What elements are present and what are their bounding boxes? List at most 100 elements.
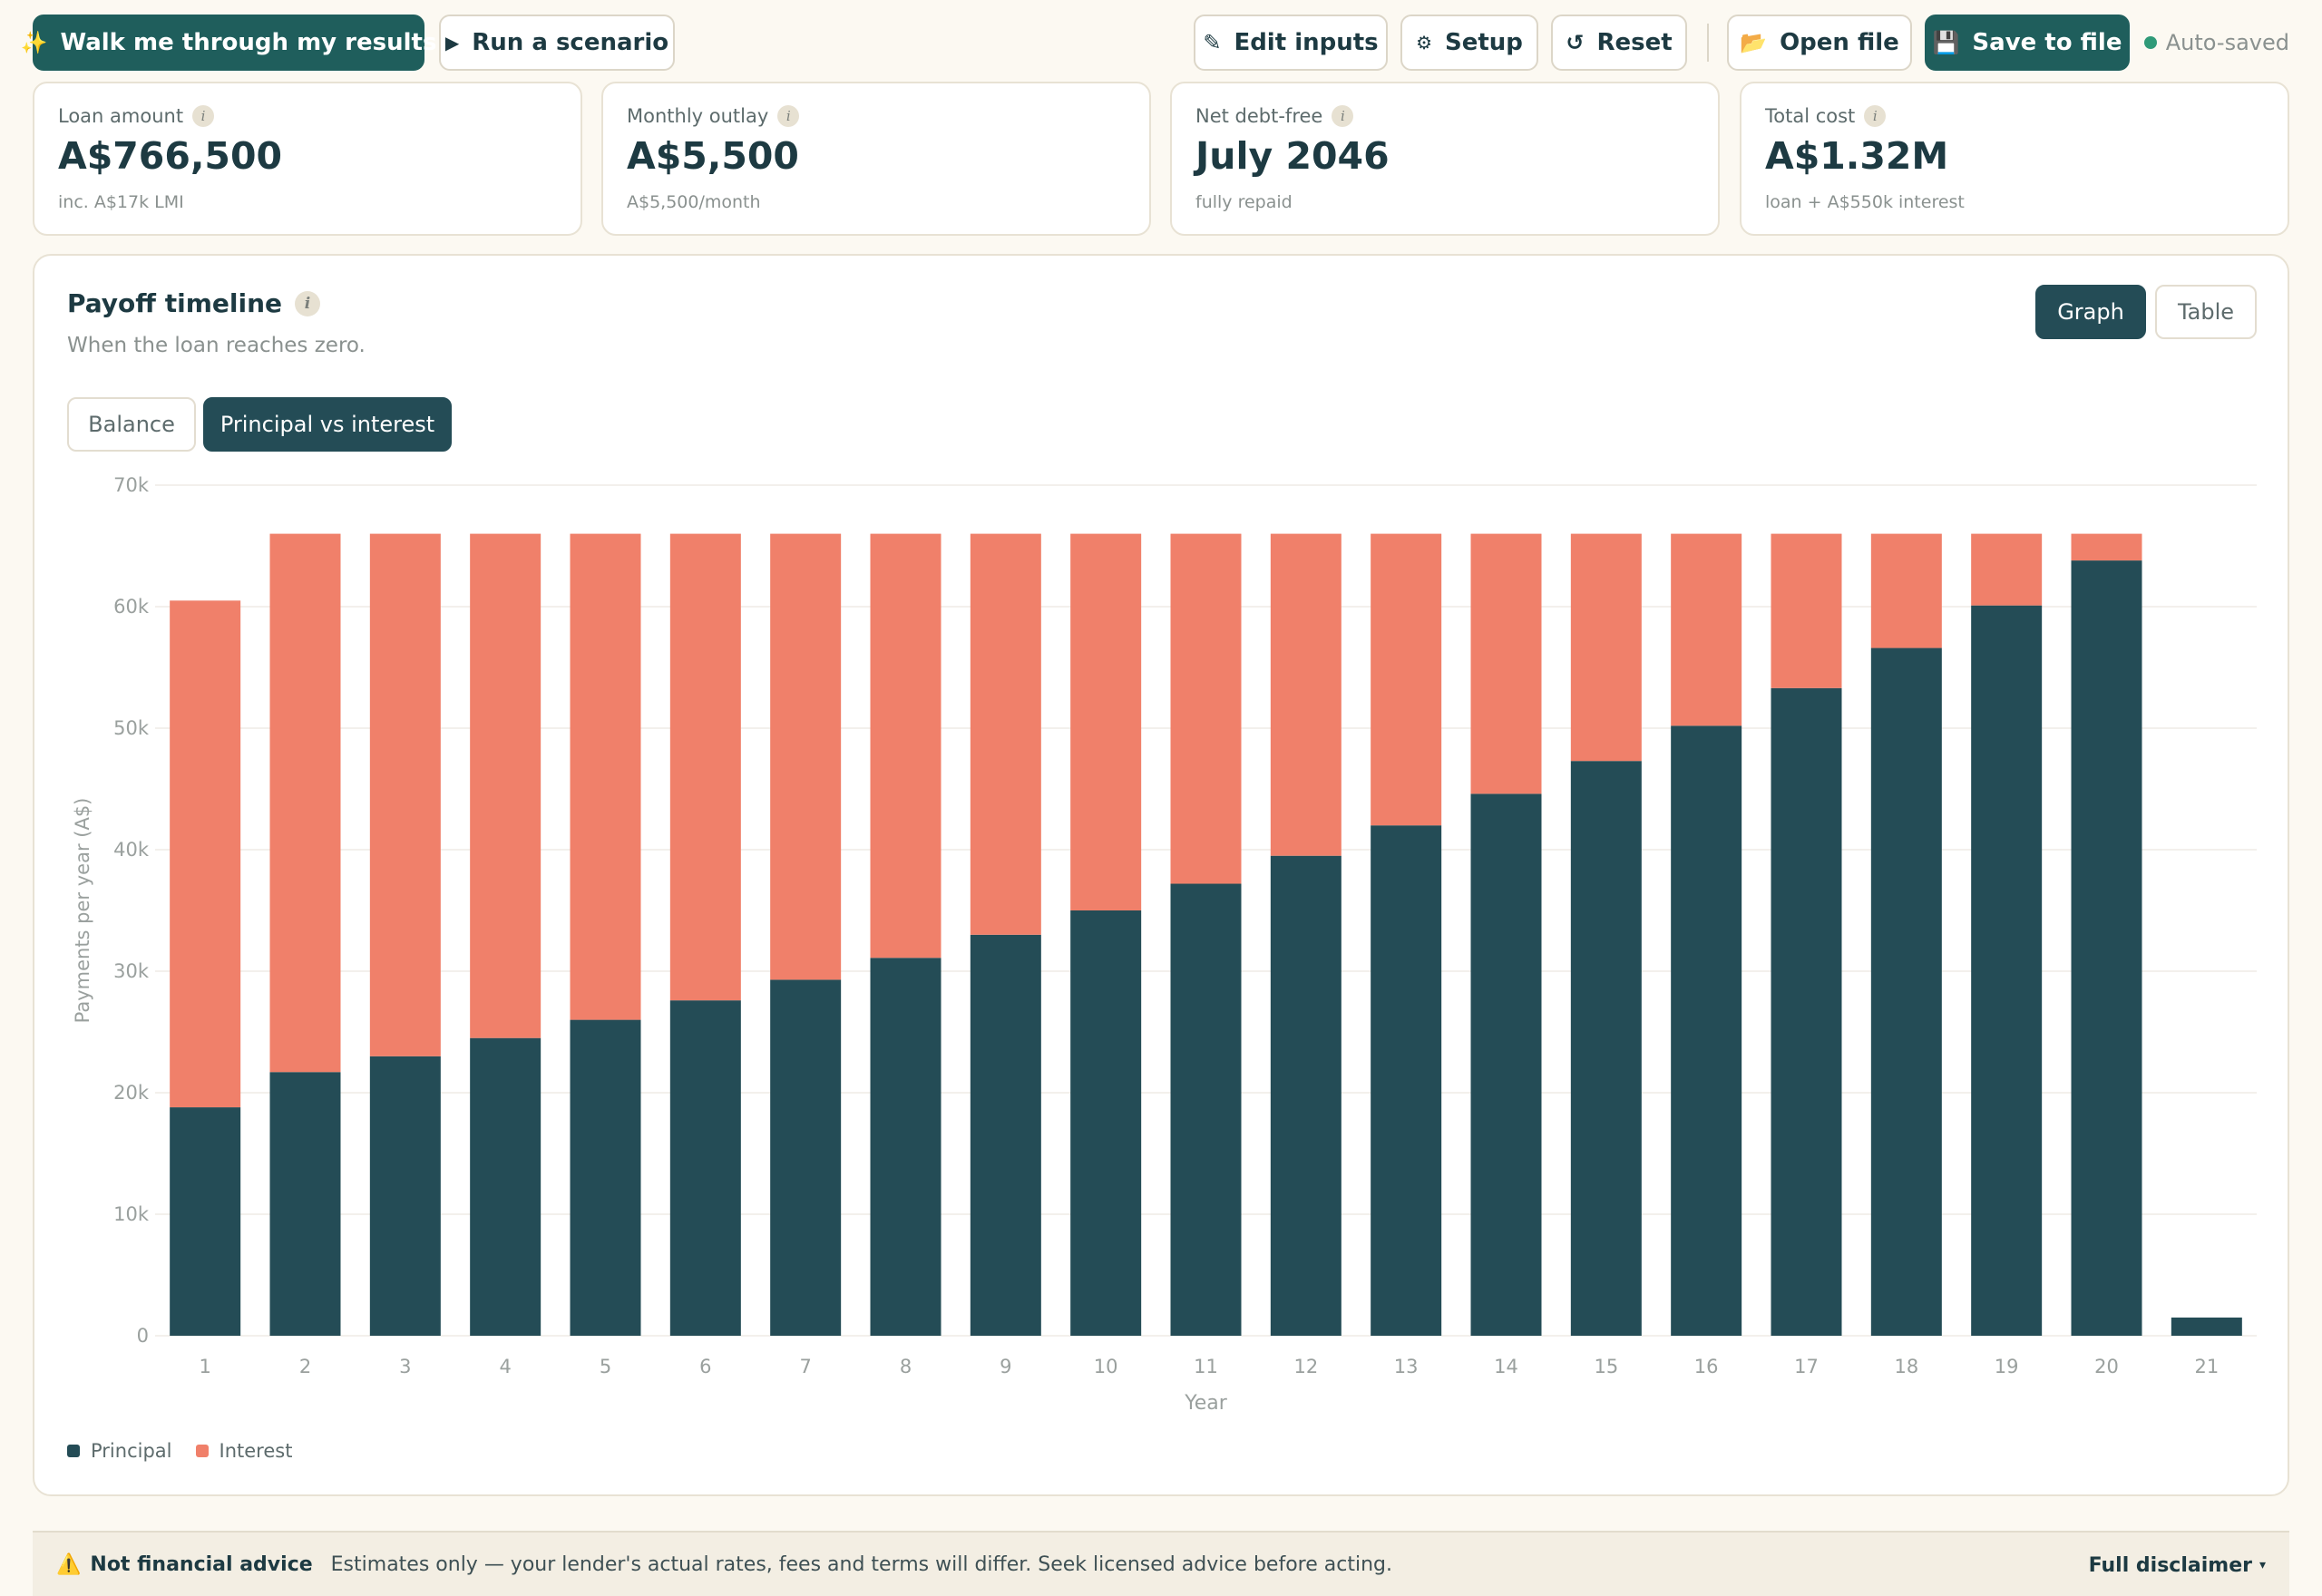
legend-label: Principal bbox=[91, 1440, 172, 1462]
chevron-down-icon: ▾ bbox=[2259, 1558, 2266, 1572]
x-tick-label: 7 bbox=[799, 1356, 811, 1377]
x-tick-label: 10 bbox=[1094, 1356, 1118, 1377]
y-tick-label: 60k bbox=[113, 596, 150, 618]
stat-value: July 2046 bbox=[1195, 134, 1390, 178]
x-tick-label: 12 bbox=[1293, 1356, 1318, 1377]
info-icon[interactable]: i bbox=[1864, 105, 1887, 127]
reset-button[interactable]: ↺ Reset bbox=[1551, 15, 1687, 71]
stat-subtext: inc. A$17k LMI bbox=[58, 192, 184, 212]
y-tick-label: 0 bbox=[137, 1325, 149, 1347]
view-toggle-table[interactable]: Table bbox=[2155, 285, 2257, 339]
view-toggle-graph[interactable]: Graph bbox=[2035, 285, 2146, 339]
floppy-disk-icon: 💾 bbox=[1932, 30, 1960, 55]
save-to-file-button[interactable]: 💾 Save to file bbox=[1925, 15, 2130, 71]
stat-label: Monthly outlay bbox=[627, 105, 769, 127]
legend-swatch bbox=[67, 1445, 80, 1457]
bar-principal bbox=[1771, 687, 1842, 1336]
stat-value: A$1.32M bbox=[1765, 134, 1949, 178]
bar-interest bbox=[970, 533, 1041, 935]
bar-principal bbox=[1270, 855, 1341, 1336]
bar-interest bbox=[570, 533, 641, 1020]
stat-card-net-debt-free: Net debt-free i July 2046 fully repaid bbox=[1170, 82, 1720, 236]
x-tick-label: 14 bbox=[1494, 1356, 1518, 1377]
stat-label: Total cost bbox=[1765, 105, 1856, 127]
bar-principal bbox=[669, 1000, 741, 1336]
full-disclaimer-link[interactable]: Full disclaimer ▾ bbox=[2089, 1533, 2266, 1596]
info-icon[interactable]: i bbox=[295, 290, 320, 316]
stat-subtext: A$5,500/month bbox=[627, 192, 761, 212]
stat-value: A$5,500 bbox=[627, 134, 799, 178]
bar-principal bbox=[2071, 560, 2142, 1336]
info-icon[interactable]: i bbox=[777, 105, 800, 127]
walkthrough-label: Walk me through my results bbox=[60, 29, 437, 56]
bar-principal bbox=[269, 1072, 341, 1336]
info-icon[interactable]: i bbox=[192, 105, 215, 127]
x-tick-label: 13 bbox=[1394, 1356, 1419, 1377]
chart-toggle-principal-vs-interest[interactable]: Principal vs interest bbox=[203, 397, 452, 452]
bar-principal bbox=[1070, 910, 1142, 1336]
stat-card-total-cost: Total cost i A$1.32M loan + A$550k inter… bbox=[1740, 82, 2289, 236]
toolbar-divider bbox=[1707, 24, 1709, 62]
y-tick-label: 20k bbox=[113, 1082, 150, 1104]
bar-interest bbox=[1671, 533, 1742, 726]
open-file-button[interactable]: 📂 Open file bbox=[1727, 15, 1912, 71]
legend-item-principal[interactable]: Principal bbox=[67, 1440, 172, 1462]
stat-subtext: fully repaid bbox=[1195, 192, 1293, 212]
legend-label: Interest bbox=[219, 1440, 293, 1462]
bar-principal bbox=[870, 958, 941, 1336]
y-tick-label: 30k bbox=[113, 960, 150, 982]
x-tick-label: 4 bbox=[499, 1356, 511, 1377]
x-tick-label: 21 bbox=[2194, 1356, 2219, 1377]
bar-principal bbox=[170, 1107, 241, 1336]
bar-principal bbox=[1870, 647, 1942, 1336]
run-scenario-button[interactable]: ▶ Run a scenario bbox=[439, 15, 675, 71]
panel-subtitle: When the loan reaches zero. bbox=[67, 334, 366, 357]
reset-icon: ↺ bbox=[1566, 30, 1585, 55]
x-tick-label: 17 bbox=[1794, 1356, 1819, 1377]
stat-card-loan-amount: Loan amount i A$766,500 inc. A$17k LMI bbox=[33, 82, 582, 236]
bar-interest bbox=[1870, 533, 1942, 648]
bar-interest bbox=[1771, 533, 1842, 688]
bar-principal bbox=[770, 979, 842, 1336]
setup-button[interactable]: ⚙ Setup bbox=[1400, 15, 1538, 71]
info-icon[interactable]: i bbox=[1332, 105, 1354, 127]
bar-interest bbox=[1971, 533, 2043, 606]
walkthrough-button[interactable]: ✨ Walk me through my results bbox=[21, 15, 436, 71]
bar-interest bbox=[1470, 533, 1542, 794]
bar-principal bbox=[970, 934, 1041, 1336]
save-to-file-label: Save to file bbox=[1972, 29, 2122, 56]
bar-principal bbox=[570, 1019, 641, 1336]
x-tick-label: 11 bbox=[1194, 1356, 1218, 1377]
pencil-icon: ✎ bbox=[1203, 30, 1222, 55]
x-tick-label: 2 bbox=[299, 1356, 311, 1377]
chart-toggle-balance[interactable]: Balance bbox=[67, 397, 196, 452]
panel-title: Payoff timeline bbox=[67, 288, 282, 318]
y-tick-label: 50k bbox=[113, 717, 150, 739]
status-dot-icon bbox=[2143, 36, 2157, 49]
reset-label: Reset bbox=[1596, 29, 1673, 56]
x-tick-label: 9 bbox=[1000, 1356, 1011, 1377]
full-disclaimer-label: Full disclaimer bbox=[2088, 1553, 2252, 1577]
legend-item-interest[interactable]: Interest bbox=[195, 1440, 293, 1462]
x-tick-label: 15 bbox=[1594, 1356, 1618, 1377]
bar-principal bbox=[1671, 725, 1742, 1336]
bar-principal bbox=[1971, 605, 2043, 1336]
payoff-bar-chart: 0 10k 20k 30k 40k 50k 60k 70k Payments per year … bbox=[72, 474, 2257, 1415]
edit-inputs-button[interactable]: ✎ Edit inputs bbox=[1194, 15, 1388, 71]
bar-interest bbox=[1070, 533, 1142, 910]
stat-subtext: loan + A$550k interest bbox=[1765, 192, 1965, 212]
warning-icon: ⚠️ bbox=[56, 1552, 82, 1576]
legend-swatch bbox=[195, 1445, 209, 1457]
bar-interest bbox=[1270, 533, 1341, 856]
y-tick-label: 10k bbox=[113, 1203, 150, 1225]
stat-label: Net debt-free bbox=[1195, 105, 1323, 127]
bar-principal bbox=[369, 1056, 441, 1336]
stat-card-monthly-outlay: Monthly outlay i A$5,500 A$5,500/month bbox=[601, 82, 1151, 236]
x-tick-label: 1 bbox=[199, 1356, 210, 1377]
bar-interest bbox=[369, 533, 441, 1056]
bar-interest bbox=[170, 600, 241, 1108]
x-axis-label: Year bbox=[1184, 1392, 1228, 1415]
play-icon: ▶ bbox=[444, 32, 460, 54]
bar-principal bbox=[470, 1037, 541, 1336]
bar-interest bbox=[770, 533, 842, 980]
